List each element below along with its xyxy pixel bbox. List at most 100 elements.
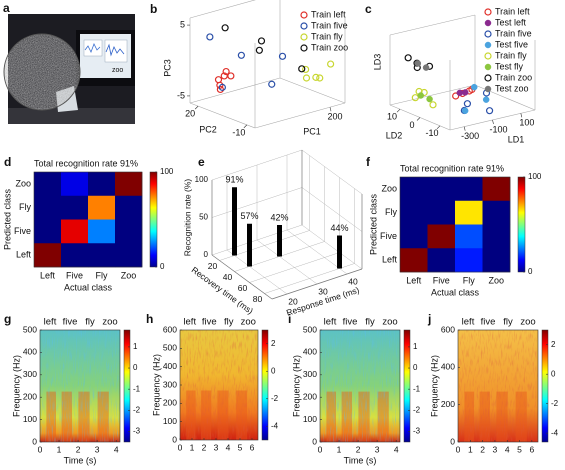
colorbar-tick-label: -3: [133, 427, 141, 436]
colorbar: [541, 329, 549, 443]
heatmap-cell: [115, 243, 143, 268]
y-tick-label: 200: [303, 391, 317, 401]
legend-marker: [484, 74, 492, 82]
legend-marker: [484, 19, 492, 27]
x-tick-label: 200: [327, 112, 342, 122]
y-tick-label: 100: [303, 414, 317, 424]
word-label: fly: [503, 317, 513, 328]
heatmap-cell: [34, 172, 62, 197]
data-point: [302, 65, 310, 74]
plot-frame: [39, 329, 121, 443]
chart-title: Total recognition rate 91%: [400, 163, 504, 173]
data-point: [255, 46, 263, 54]
y-tick-label: 0: [312, 436, 317, 446]
x-tick-label: 6: [529, 444, 534, 454]
heatmap-cell: [427, 177, 456, 202]
y-tick-label: 0: [204, 250, 209, 259]
colorbar-tick-label: 100: [528, 172, 542, 181]
y-tick-label: Five: [380, 231, 397, 241]
heatmap-cell: [400, 248, 428, 273]
panel-label: c: [365, 2, 372, 16]
colorbar-tick-label: 2: [551, 340, 556, 349]
x-tick-label: 2: [480, 444, 485, 454]
sensor-rim: [3, 33, 81, 111]
y-tick-label: 400: [23, 347, 37, 357]
word-label: five: [63, 317, 78, 328]
colorbar-tick-label: 0: [528, 267, 533, 276]
data-point: [221, 24, 229, 32]
x-axis-label: Time (s): [64, 455, 97, 465]
screen-plot: [84, 43, 101, 53]
plot-frame: [457, 329, 539, 443]
x-axis-label: PC1: [303, 126, 321, 136]
data-point: [417, 92, 424, 99]
colorbar-tick-label: -1: [133, 384, 141, 393]
y-tick-label: 600: [441, 324, 455, 334]
data-point: [414, 60, 422, 67]
x-tick-label: 3: [95, 444, 100, 454]
y-tick-label: 0: [172, 434, 177, 444]
y-tick-label: 20: [185, 109, 195, 119]
panel-label: i: [288, 312, 291, 326]
heatmap-cell: [455, 224, 483, 249]
x-tick-label: Left: [406, 275, 422, 285]
x-tick-label: 80: [253, 294, 263, 304]
data-point: [426, 95, 433, 103]
x-axis-label: LD1: [508, 134, 525, 144]
y-tick-label: 0: [409, 120, 414, 130]
heatmap-cell: [88, 243, 116, 268]
y-axis-label: Recognition rate (%): [182, 179, 192, 257]
legend-label: Train five: [495, 28, 532, 38]
heatmap-cell: [455, 200, 483, 225]
word-label: zoo: [520, 317, 535, 328]
data-point: [298, 65, 306, 73]
x-tick-label: 4: [114, 444, 119, 454]
data-point: [456, 89, 464, 97]
grid-line: [226, 249, 288, 295]
x-tick-label: Zoo: [488, 275, 504, 285]
plot-frame: [33, 171, 143, 268]
axis-box: [389, 14, 476, 36]
legend-label: Train zoo: [495, 72, 532, 82]
heatmap-cell: [400, 200, 428, 225]
y-tick-label: 200: [441, 399, 455, 409]
y-tick-label: 300: [163, 379, 177, 389]
legend-marker: [300, 33, 308, 41]
colorbar-tick-label: 0: [160, 262, 165, 271]
x-tick-label: 40: [223, 272, 233, 282]
x-tick-label: Zoo: [121, 270, 137, 280]
y-axis-label: PC2: [199, 124, 217, 134]
chart-title: Total recognition rate 91%: [34, 158, 138, 168]
axis-box: [189, 102, 256, 129]
colorbar-tick-label: -3: [413, 427, 421, 436]
panel-label: b: [150, 2, 157, 16]
x-axis-label: Actual class: [64, 282, 113, 292]
grid-line: [301, 224, 363, 270]
legend-label: Train fly: [495, 50, 527, 60]
x-tick-label: 1: [468, 444, 473, 454]
heatmap-cell: [61, 195, 89, 220]
bar: [277, 225, 282, 257]
y-tick: [416, 117, 421, 121]
legend-label: Train left: [495, 6, 530, 16]
heatmap-cell: [61, 172, 89, 197]
data-point: [257, 37, 266, 45]
legend-label: Train fly: [311, 31, 343, 41]
colorbar: [517, 176, 526, 273]
data-point: [461, 89, 469, 96]
x-tick-label: 1: [337, 444, 342, 454]
x-tick-label: Fly: [96, 270, 108, 280]
data-point: [218, 83, 226, 91]
word-label: zoo: [241, 317, 256, 328]
heatmap-cell: [115, 219, 143, 244]
z-tick-label: 20: [288, 296, 298, 306]
colorbar: [261, 329, 269, 441]
legend-label: Test zoo: [495, 83, 529, 93]
legend-marker: [484, 8, 492, 16]
heatmap-cell: [482, 200, 511, 225]
heatmap-cell: [88, 195, 116, 220]
z-tick-label: 5: [180, 19, 185, 29]
legend-marker: [300, 11, 308, 19]
y-tick-label: 300: [303, 369, 317, 379]
word-label: fly: [85, 317, 95, 328]
